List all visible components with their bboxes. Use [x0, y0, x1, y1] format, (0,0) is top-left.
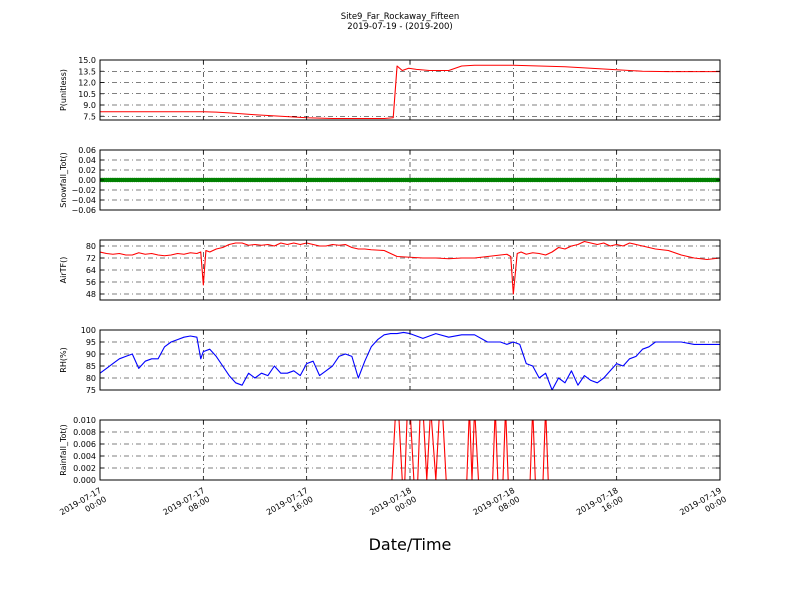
y-tick-label: 85 [86, 362, 96, 371]
y-tick-label: −0.06 [71, 206, 96, 215]
panels: 15.013.512.010.59.07.5P(unitless)0.060.0… [58, 56, 728, 526]
series-1-line [100, 240, 720, 295]
figure-title-line1: Site9_Far_Rockaway_Fifteen [341, 12, 460, 22]
x-tick-label: 2019-07-1716:00 [265, 486, 315, 526]
y-tick-label: 0.002 [73, 464, 96, 473]
panel-2: 0.060.040.020.00−0.02−0.04−0.06Snowfall_… [59, 146, 721, 215]
x-tick-label: 2019-07-1808:00 [472, 486, 522, 526]
y-tick-label: −0.04 [71, 196, 96, 205]
panel-1: 15.0 13.5 12.0 10.5 9.0 7.5 P(unitless) [59, 56, 721, 121]
panel-5: 0.010 0.008 0.006 0.004 0.002 0.000 Rainfall_T… [59, 416, 721, 485]
y-tick-label: 0.010 [73, 416, 96, 425]
y-tick-label: 0.02 [78, 166, 96, 175]
x-tick-label: 2019-07-1800:00 [368, 486, 418, 526]
y-tick-label: 56 [86, 278, 96, 287]
y-tick-label: 9.0 [83, 101, 96, 110]
y-tick-label: 0.004 [73, 452, 96, 461]
y-tick-label: −0.02 [71, 186, 96, 195]
y-tick-label: 0.00 [78, 176, 96, 185]
y-axis-label: P(unitless) [59, 69, 68, 111]
y-tick-label: 64 [86, 266, 96, 275]
series-1 [100, 177, 720, 183]
x-axis-label: Date/Time [369, 535, 452, 554]
y-tick-label: 7.5 [83, 112, 96, 121]
series-1-line [100, 331, 720, 390]
y-tick-label: 90 [86, 350, 96, 359]
figure-title-line2: 2019-07-19 - (2019-200) [347, 22, 452, 32]
y-tick-label: 72 [86, 254, 96, 263]
y-tick-label: 13.5 [78, 67, 96, 76]
series-1-line [100, 64, 720, 120]
y-tick-label: 80 [86, 374, 96, 383]
y-tick-label: 0.006 [73, 440, 96, 449]
y-tick-label: 0.06 [78, 146, 96, 155]
y-axis-label: Snowfall_Tot() [59, 152, 68, 208]
y-axis-label: Rainfall_Tot() [59, 424, 68, 476]
x-tick-label: 2019-07-1900:00 [678, 486, 728, 526]
y-tick-label: 0.04 [78, 156, 96, 165]
y-tick-label: 80 [86, 242, 96, 251]
x-tick-label: 2019-07-1708:00 [162, 486, 212, 526]
y-tick-label: 15.0 [78, 56, 96, 65]
y-tick-label: 0.008 [73, 428, 96, 437]
y-tick-label: 100 [81, 326, 96, 335]
y-axis-label: AirTF() [59, 257, 68, 284]
y-tick-label: 12.0 [78, 79, 96, 88]
y-tick-label: 10.5 [78, 90, 96, 99]
y-tick-label: 0.000 [73, 476, 96, 485]
panel-3: 80 72 64 56 48 AirTF() [59, 239, 721, 301]
y-axis-label: RH(%) [59, 347, 68, 372]
y-tick-label: 95 [86, 338, 96, 347]
x-tick-label: 2019-07-1700:00 [58, 486, 108, 526]
x-tick-label: 2019-07-1816:00 [575, 486, 625, 526]
x-tick-labels: 2019-07-1700:00 2019-07-1708:00 2019-07-17… [58, 486, 728, 526]
y-tick-label: 48 [86, 290, 96, 299]
y-tick-label: 75 [86, 386, 96, 395]
panel-4: 100 95 90 85 80 75 RH(%) [59, 326, 721, 395]
